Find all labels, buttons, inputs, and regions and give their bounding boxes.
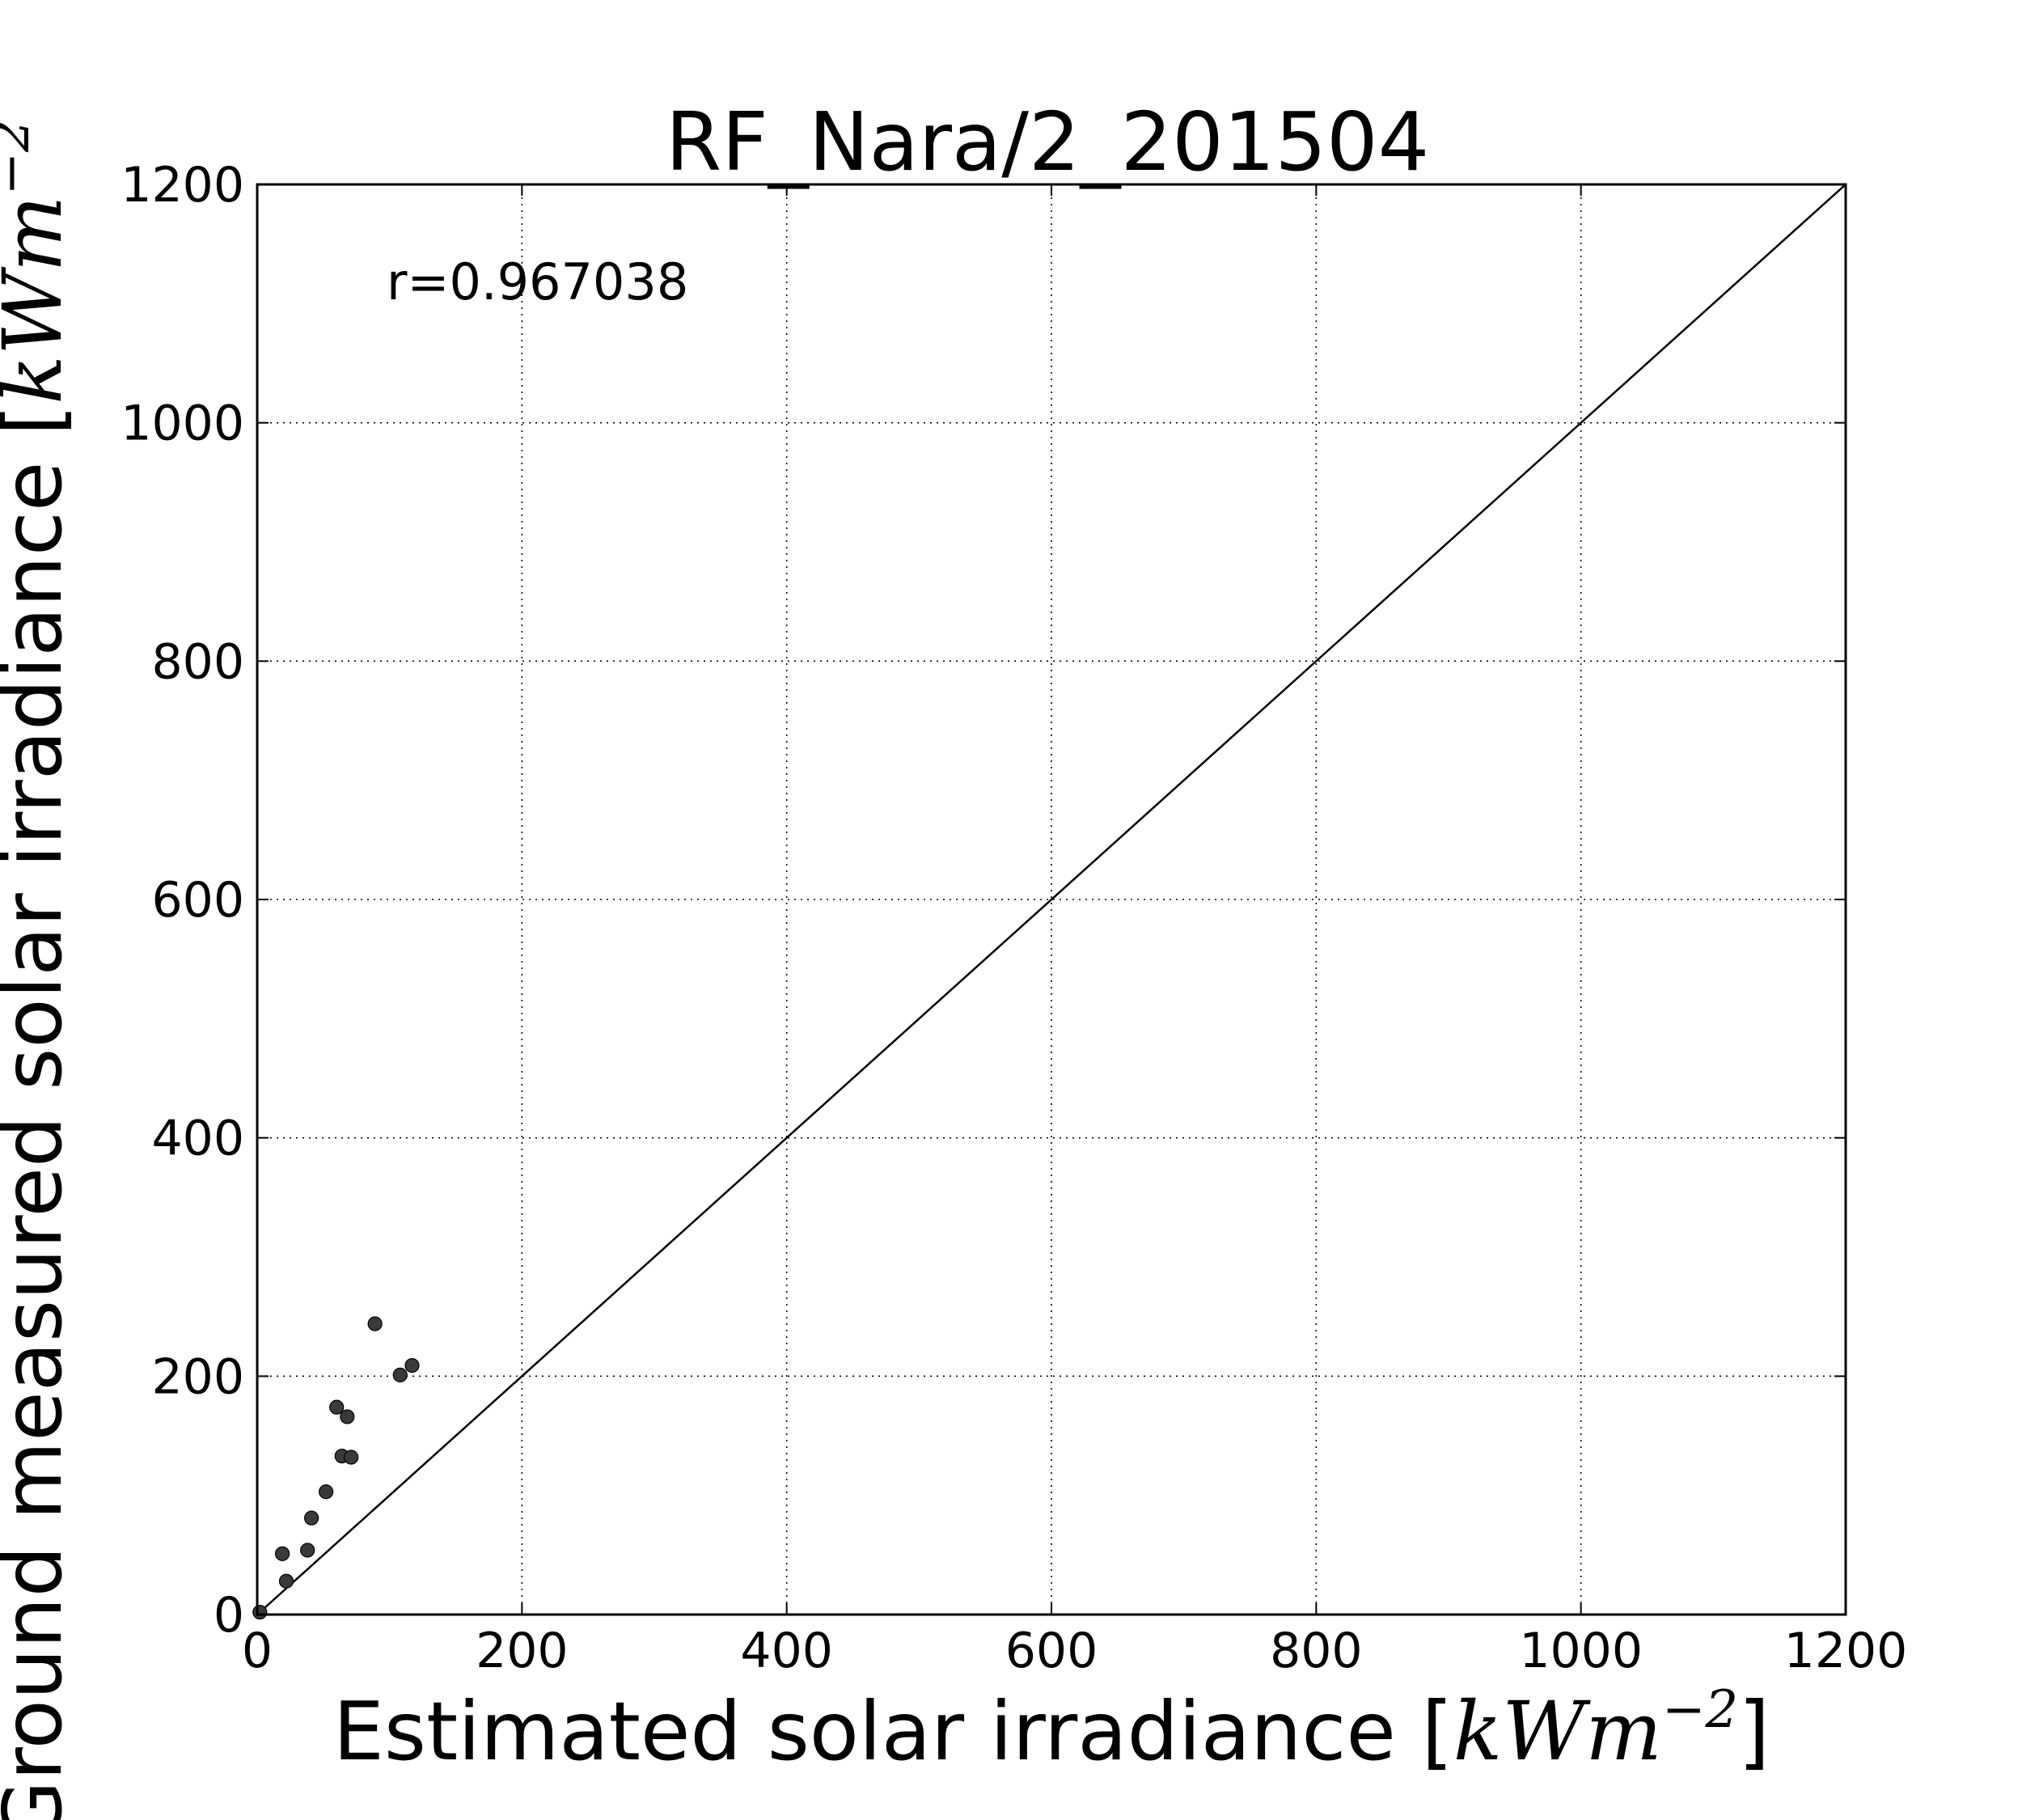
x-tick-label: 800 [1270,1623,1363,1679]
y-axis-ticks: 0 200 400 600 800 1000 1200 [121,157,1846,1644]
y-tick-label: 800 [151,633,244,690]
data-point [252,1604,268,1620]
identity-line [256,184,1846,1615]
y-tick-label: 600 [151,872,244,929]
y-axis-title-exponent: −2 [0,119,41,195]
y-tick-label: 200 [151,1348,244,1405]
data-point [304,1510,319,1526]
reference-line-layer [256,184,1846,1615]
x-axis-title-unit: kWm [1453,1684,1662,1779]
data-point [278,1573,294,1589]
x-tick-label: 1200 [1784,1623,1908,1679]
y-tick-label: 400 [151,1111,244,1167]
y-axis-title: Ground measured solar irradiance [kWm−2 [0,119,80,1820]
y-axis-title-unit: kWm [0,196,80,404]
x-axis-title-text: Estimated solar irradiance [ [333,1684,1453,1779]
x-axis-title-exponent: −2 [1662,1680,1738,1740]
data-point [367,1316,383,1331]
y-tick-label: 0 [214,1587,244,1644]
data-point [274,1546,290,1561]
data-point [300,1543,315,1558]
x-tick-label: 400 [740,1623,833,1679]
data-point [319,1484,334,1500]
x-tick-label: 600 [1005,1623,1098,1679]
data-points [252,1316,420,1620]
data-point [392,1367,408,1382]
data-point [340,1409,355,1424]
x-axis-title: Estimated solar irradiance [kWm−2] [333,1680,1770,1779]
x-axis-title-close: ] [1738,1684,1770,1779]
y-axis-title-text: Ground measured solar irradiance [ [0,404,80,1820]
data-point [344,1450,359,1465]
y-tick-label: 1000 [121,396,244,452]
x-tick-label: 200 [476,1623,569,1679]
x-tick-label: 0 [242,1623,273,1679]
y-tick-label: 1200 [121,157,244,214]
data-point [329,1399,345,1415]
chart-title: RF_Nara/2_201504 [666,95,1430,189]
x-axis-ticks: 0 200 400 600 800 1000 1200 [242,184,1907,1679]
x-tick-label: 1000 [1519,1623,1643,1679]
correlation-annotation: r=0.967038 [387,252,688,311]
data-point [404,1357,420,1373]
